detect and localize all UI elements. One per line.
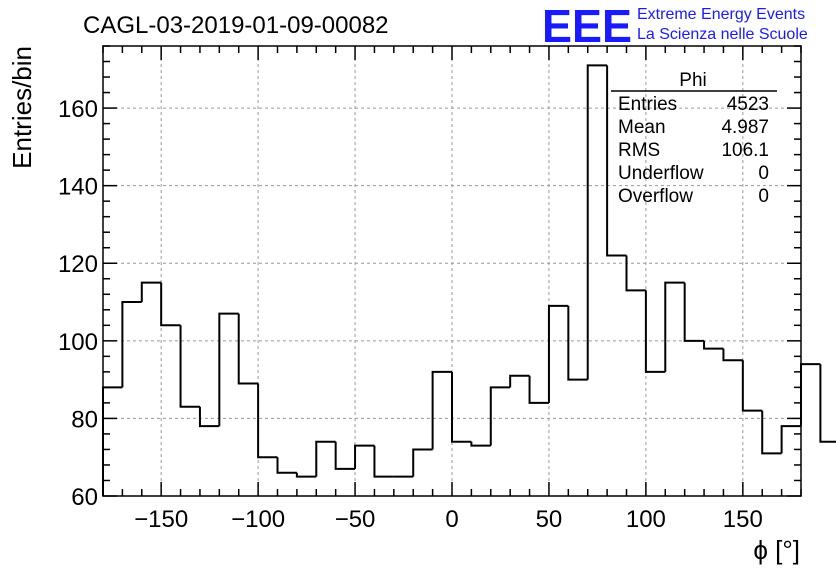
histogram-bin	[528, 375, 549, 404]
y-tick-label: 120	[58, 251, 98, 278]
histogram-bin	[276, 457, 297, 474]
histogram-bin	[703, 340, 724, 350]
y-axis-label: Entries/bin	[7, 46, 37, 169]
histogram-bin	[451, 371, 472, 443]
histogram-bin	[664, 281, 685, 372]
x-tick-label: −50	[335, 506, 376, 533]
histogram-bin	[160, 282, 181, 327]
histogram-bin	[586, 64, 608, 380]
stats-value-rms: 106.1	[721, 140, 769, 161]
histogram-bin	[509, 374, 530, 388]
histogram-bin	[295, 472, 317, 478]
histogram-bin	[334, 441, 356, 470]
histogram-bin	[722, 348, 743, 362]
histogram-bin	[315, 440, 336, 477]
histogram-bin	[547, 304, 569, 403]
stats-label-mean: Mean	[618, 117, 666, 138]
histogram-bin	[800, 363, 821, 427]
histogram-bin	[431, 370, 452, 450]
histogram-bin	[489, 386, 511, 446]
stats-value-entries: 4523	[727, 94, 769, 115]
histogram-bin	[644, 290, 666, 373]
histogram-bin	[780, 425, 801, 454]
brand-line-1: Extreme Energy Events	[637, 6, 805, 23]
y-tick-label: 160	[58, 96, 98, 123]
y-tick-labels: 60 80 100 120 140 160	[58, 96, 98, 511]
stats-title: Phi	[679, 70, 706, 91]
brand-line-2: La Scienza nelle Scuole	[637, 26, 808, 43]
histogram-bin	[625, 255, 646, 292]
histogram-bin	[761, 410, 782, 455]
histogram-bin	[683, 282, 705, 342]
x-tick-label: 50	[536, 506, 563, 533]
histogram-bin	[741, 360, 763, 412]
histogram-bin	[470, 441, 491, 447]
histogram-bin	[237, 313, 259, 385]
x-tick-label: 0	[445, 506, 458, 533]
stats-value-mean: 4.987	[721, 117, 769, 138]
y-tick-label: 80	[71, 406, 98, 433]
axis-ticks	[102, 45, 802, 497]
histogram-bin	[567, 305, 588, 381]
y-tick-label: 140	[58, 174, 98, 201]
histogram-bin	[412, 448, 433, 477]
x-tick-label: 100	[626, 506, 666, 533]
stats-box: Phi Entries 4523 Mean 4.987 RMS 106.1 Un…	[611, 70, 777, 207]
histogram-bin	[354, 444, 375, 469]
eee-logo: EEE	[542, 0, 632, 52]
stats-label-underflow: Underflow	[618, 163, 704, 184]
histogram-bin	[140, 281, 162, 303]
stats-label-entries: Entries	[618, 94, 677, 115]
x-tick-label: −150	[134, 506, 188, 533]
histogram-bin	[121, 301, 142, 388]
x-tick-labels: −150 −100 −50 0 50 100 150	[134, 506, 763, 533]
x-axis-label: ϕ [°]	[753, 535, 800, 565]
stats-label-rms: RMS	[618, 140, 660, 161]
x-tick-label: 150	[723, 506, 763, 533]
histogram-bin	[606, 65, 627, 257]
y-tick-label: 60	[71, 484, 98, 511]
histogram-bin	[102, 386, 123, 496]
y-tick-label: 100	[58, 329, 98, 356]
stats-label-overflow: Overflow	[618, 186, 693, 207]
histogram-bin	[373, 445, 394, 478]
eee-logo-text: EEE	[542, 0, 632, 52]
stats-value-overflow: 0	[758, 186, 769, 207]
histogram-bin	[257, 383, 278, 459]
chart-title: CAGL-03-2019-01-09-00082	[83, 12, 389, 39]
histogram-bin	[819, 364, 836, 443]
stats-value-underflow: 0	[758, 163, 769, 184]
histogram-bin	[198, 406, 220, 428]
histogram-bin	[218, 312, 239, 427]
x-tick-label: −100	[231, 506, 285, 533]
histogram-bin	[179, 325, 200, 408]
